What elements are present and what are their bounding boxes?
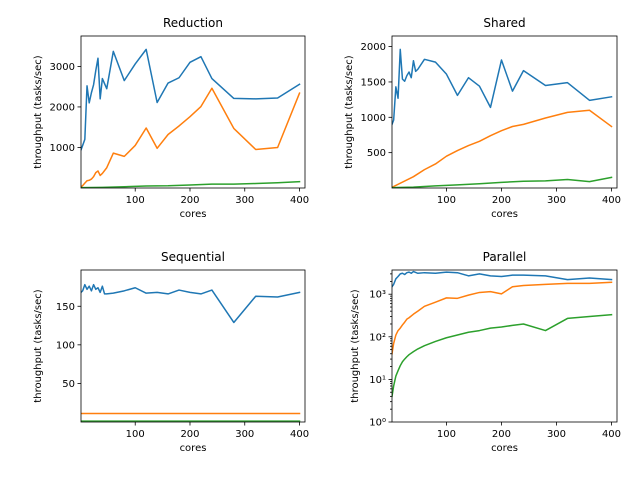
series-line-1 xyxy=(392,270,613,288)
y-tick-label: 2000 xyxy=(361,42,386,53)
x-tick-label: 100 xyxy=(437,429,456,440)
subplot-title: Parallel xyxy=(483,250,527,264)
x-tick-label: 400 xyxy=(602,195,621,206)
y-axis-label: throughput (tasks/sec) xyxy=(33,55,44,168)
x-tick-label: 200 xyxy=(492,195,511,206)
axes-frame xyxy=(80,269,306,423)
series-line-3 xyxy=(392,176,613,188)
y-tick-label: 2000 xyxy=(50,102,75,113)
x-tick-label: 200 xyxy=(180,195,199,206)
series-line-1 xyxy=(392,48,613,126)
subplot-title: Shared xyxy=(483,16,525,30)
y-tick-label: 3000 xyxy=(50,62,75,73)
y-tick-label: 1000 xyxy=(50,143,75,154)
series-line-3 xyxy=(392,313,613,398)
x-tick-label: 200 xyxy=(180,429,199,440)
series-line-2 xyxy=(392,109,613,188)
y-axis-label: throughput (tasks/sec) xyxy=(350,289,361,402)
x-axis-label: cores xyxy=(491,443,518,454)
y-tick-label: 10⁰ xyxy=(369,418,386,429)
y-tick-label: 10³ xyxy=(369,290,386,301)
y-tick-label: 1500 xyxy=(361,77,386,88)
series-line-1 xyxy=(81,48,301,151)
y-tick-label: 500 xyxy=(367,148,386,159)
subplot-title: Sequential xyxy=(161,250,225,264)
x-tick-label: 100 xyxy=(126,195,145,206)
y-axis-label: throughput (tasks/sec) xyxy=(33,289,44,402)
x-tick-label: 100 xyxy=(126,429,145,440)
x-tick-label: 400 xyxy=(290,429,309,440)
series-line-3 xyxy=(81,180,301,188)
y-tick-label: 1000 xyxy=(361,113,386,124)
x-tick-label: 300 xyxy=(547,429,566,440)
axes-frame xyxy=(80,35,306,189)
x-tick-label: 400 xyxy=(602,429,621,440)
series-line-2 xyxy=(392,281,613,355)
y-tick-label: 150 xyxy=(56,302,75,313)
subplot-sequential: 100 200 300 400 50 100 150 Sequential cores throu… xyxy=(33,250,309,454)
subplot-shared: 100 200 300 400 500 1000 1500 2000 Shared cores th… xyxy=(344,16,621,220)
x-tick-label: 300 xyxy=(547,195,566,206)
subplot-reduction: 100 200 300 400 1000 2000 3000 Reduction cores th… xyxy=(33,16,309,220)
y-tick-label: 10¹ xyxy=(369,375,386,386)
x-tick-label: 200 xyxy=(492,429,511,440)
x-tick-label: 400 xyxy=(290,195,309,206)
x-tick-label: 300 xyxy=(235,429,254,440)
y-axis-label: throughput (tasks/sec) xyxy=(344,55,355,168)
y-tick-label: 100 xyxy=(56,340,75,351)
subplot-parallel: 100 200 300 400 10⁰ 10¹ 10² 10³ Parallel cores thr… xyxy=(350,250,621,454)
x-axis-label: cores xyxy=(491,209,518,220)
x-tick-label: 100 xyxy=(437,195,456,206)
y-tick-label: 50 xyxy=(62,379,75,390)
subplot-title: Reduction xyxy=(163,16,223,30)
series-line-1 xyxy=(81,283,301,324)
series-line-2 xyxy=(81,87,301,188)
axes-frame xyxy=(391,35,618,189)
x-axis-label: cores xyxy=(180,209,207,220)
x-tick-label: 300 xyxy=(235,195,254,206)
y-tick-label: 10² xyxy=(369,332,386,343)
x-axis-label: cores xyxy=(180,443,207,454)
